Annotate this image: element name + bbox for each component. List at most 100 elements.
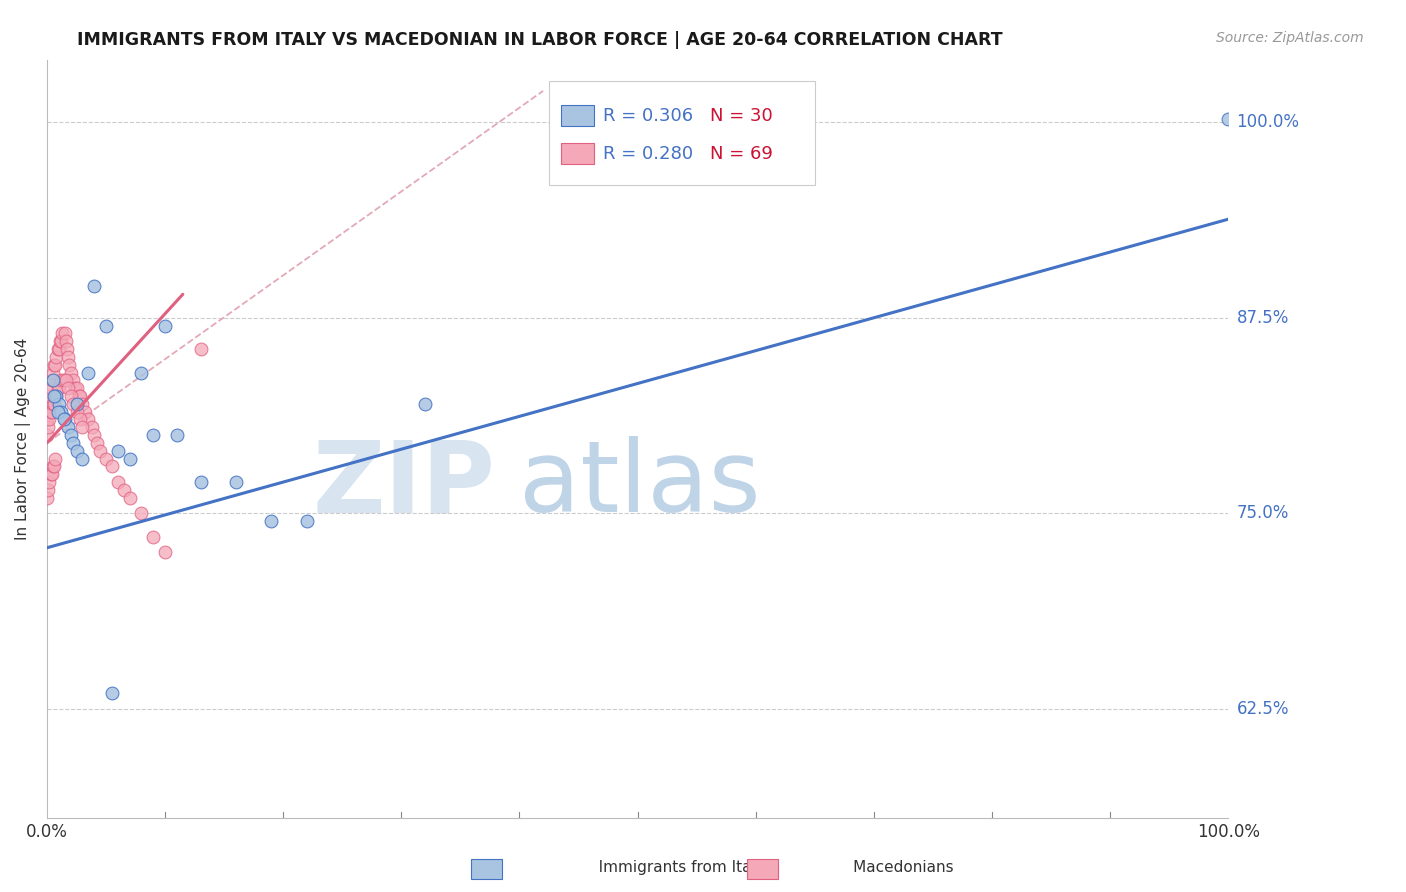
Point — [73, 404, 96, 418]
Point — [45, 389, 67, 403]
Text: 62.5%: 62.5% — [1237, 700, 1289, 718]
Point — [55, 373, 77, 387]
Point — [62, 436, 84, 450]
Point — [142, 530, 165, 544]
Point — [49, 334, 72, 349]
Point — [59, 389, 82, 403]
Point — [225, 475, 247, 489]
Text: N = 69: N = 69 — [710, 145, 772, 162]
FancyBboxPatch shape — [548, 81, 815, 185]
Point — [131, 507, 153, 521]
Point — [62, 397, 84, 411]
Point — [65, 443, 87, 458]
Bar — [561, 105, 593, 127]
Point — [83, 279, 105, 293]
Point — [94, 451, 117, 466]
Point — [39, 404, 62, 418]
Point — [69, 389, 91, 403]
Point — [49, 334, 72, 349]
Text: ZIP: ZIP — [314, 436, 496, 533]
Point — [77, 366, 100, 380]
Point — [41, 404, 63, 418]
Point — [42, 358, 65, 372]
Text: atlas: atlas — [519, 436, 761, 533]
Point — [38, 475, 60, 489]
Point — [35, 491, 58, 505]
Point — [48, 381, 70, 395]
Point — [42, 366, 65, 380]
Y-axis label: In Labor Force | Age 20-64: In Labor Force | Age 20-64 — [15, 338, 31, 541]
Text: R = 0.306: R = 0.306 — [603, 107, 693, 125]
Point — [131, 366, 153, 380]
Point — [59, 428, 82, 442]
Point — [46, 342, 69, 356]
Point — [295, 514, 318, 528]
Point — [42, 459, 65, 474]
Point — [48, 397, 70, 411]
Point — [72, 397, 94, 411]
Point — [49, 404, 72, 418]
Point — [51, 326, 73, 341]
Point — [101, 459, 124, 474]
Point — [69, 412, 91, 426]
Text: Source: ZipAtlas.com: Source: ZipAtlas.com — [1216, 31, 1364, 45]
Point — [166, 428, 188, 442]
Point — [80, 420, 103, 434]
Point — [58, 350, 80, 364]
Point — [44, 451, 66, 466]
Point — [1218, 112, 1240, 126]
Point — [53, 412, 76, 426]
Point — [142, 428, 165, 442]
Bar — [561, 143, 593, 164]
Point — [65, 381, 87, 395]
Point — [38, 412, 60, 426]
Point — [83, 428, 105, 442]
Point — [67, 389, 90, 403]
Point — [62, 373, 84, 387]
Point — [42, 373, 65, 387]
Point — [58, 420, 80, 434]
Point — [39, 467, 62, 482]
Point — [59, 366, 82, 380]
Point — [260, 514, 283, 528]
Point — [118, 451, 141, 466]
Point — [190, 342, 212, 356]
Point — [44, 389, 66, 403]
Point — [190, 475, 212, 489]
Point — [42, 459, 65, 474]
Text: Immigrants from Italy: Immigrants from Italy — [506, 860, 765, 874]
Point — [45, 389, 67, 403]
Point — [42, 389, 65, 403]
Point — [58, 358, 80, 372]
Point — [89, 443, 111, 458]
Point — [77, 412, 100, 426]
Point — [35, 428, 58, 442]
Point — [38, 389, 60, 403]
Point — [65, 404, 87, 418]
Point — [53, 326, 76, 341]
Point — [42, 397, 65, 411]
Point — [65, 381, 87, 395]
Point — [72, 420, 94, 434]
Point — [153, 318, 176, 333]
Point — [52, 412, 75, 426]
Point — [45, 350, 67, 364]
Point — [37, 483, 59, 497]
Point — [39, 381, 62, 395]
Point — [48, 342, 70, 356]
Point — [35, 412, 58, 426]
Point — [49, 373, 72, 387]
Point — [37, 397, 59, 411]
Point — [42, 397, 65, 411]
Text: IMMIGRANTS FROM ITALY VS MACEDONIAN IN LABOR FORCE | AGE 20-64 CORRELATION CHART: IMMIGRANTS FROM ITALY VS MACEDONIAN IN L… — [77, 31, 1002, 49]
Text: R = 0.280: R = 0.280 — [603, 145, 693, 162]
Point — [107, 475, 129, 489]
Text: N = 30: N = 30 — [710, 107, 772, 125]
Point — [86, 436, 108, 450]
Text: 75.0%: 75.0% — [1237, 504, 1289, 523]
Point — [55, 334, 77, 349]
Point — [44, 358, 66, 372]
Point — [58, 381, 80, 395]
Point — [101, 686, 124, 700]
Point — [41, 373, 63, 387]
